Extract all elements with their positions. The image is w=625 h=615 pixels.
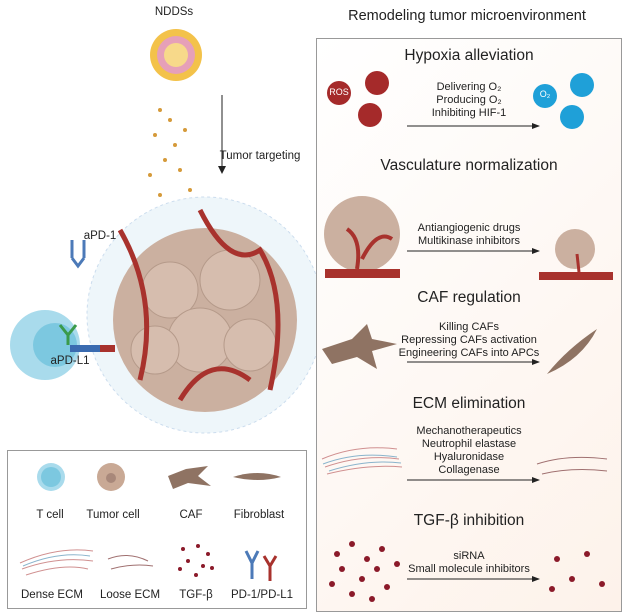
apdl1-label: aPD-L1 bbox=[50, 355, 90, 367]
tgf-methods: siRNA Small molecule inhibitors bbox=[408, 550, 530, 576]
method: Engineering CAFs into APCs bbox=[398, 347, 540, 359]
method: Killing CAFs bbox=[439, 321, 499, 333]
fibroblast-icon bbox=[547, 329, 597, 374]
caf-methods: Killing CAFs Repressing CAFs activation En… bbox=[399, 321, 540, 360]
method: Delivering O₂ bbox=[436, 81, 502, 93]
method: Producing O₂ bbox=[436, 94, 502, 106]
tgf-beta-dots-before bbox=[329, 541, 400, 602]
tgf-beta-dots-after bbox=[549, 551, 605, 592]
legend-t-cell: T cell bbox=[36, 509, 64, 521]
legend-tumor-cell: Tumor cell bbox=[86, 509, 140, 521]
nddss-label: NDDSs bbox=[154, 6, 194, 18]
legend-tgf-beta: TGF-β bbox=[179, 589, 213, 601]
drug-release-dots bbox=[148, 108, 192, 197]
apd1-antibody-icon bbox=[70, 240, 86, 269]
method: Inhibiting HIF-1 bbox=[431, 107, 507, 119]
pd1-pdl1-icon bbox=[244, 550, 278, 581]
ros-label: ROS bbox=[329, 87, 349, 97]
remodeling-panel: ROS O₂ Hypoxia alleviation Delivering O₂… bbox=[316, 38, 622, 612]
legend-dense-ecm: Dense ECM bbox=[21, 589, 83, 601]
tgf-beta-icon bbox=[178, 544, 214, 577]
hypoxia-methods: Delivering O₂ Producing O₂ Inhibiting HIF-… bbox=[432, 81, 507, 120]
fibroblast-icon bbox=[233, 473, 281, 480]
ecm-methods: Mechanotherapeutics Neutrophil elastase Hy… bbox=[416, 425, 521, 477]
method: siRNA bbox=[453, 550, 485, 562]
section-title-vasculature: Vasculature normalization bbox=[380, 157, 558, 174]
legend: T cell Tumor cell CAF Fibroblast Dense E… bbox=[7, 450, 307, 609]
figure-title: Remodeling tumor microenvironment bbox=[348, 8, 586, 24]
tumor-targeting-arrow bbox=[218, 95, 226, 174]
caf-icon bbox=[322, 324, 397, 369]
dense-ecm-icon bbox=[19, 549, 94, 576]
pdl1-ligand bbox=[100, 345, 115, 352]
nddss-nanoparticle-icon bbox=[150, 29, 202, 81]
tumor-mass-icon bbox=[86, 196, 316, 434]
vasculature-methods: Antiangiogenic drugs Multikinase inhibito… bbox=[418, 222, 521, 248]
method: Small molecule inhibitors bbox=[408, 563, 530, 575]
method: Hyaluronidase bbox=[433, 451, 505, 463]
method: Repressing CAFs activation bbox=[401, 334, 537, 346]
legend-caf: CAF bbox=[179, 509, 203, 521]
legend-pd1-pdl1: PD-1/PD-L1 bbox=[231, 589, 293, 601]
ros-spheres-icon bbox=[327, 71, 389, 127]
normalized-vessel-tumor-icon bbox=[539, 229, 613, 280]
method: Mechanotherapeutics bbox=[416, 425, 522, 437]
loose-ecm-icon bbox=[107, 555, 154, 570]
section-title-ecm: ECM elimination bbox=[412, 395, 526, 412]
legend-fibroblast: Fibroblast bbox=[233, 509, 285, 521]
section-title-hypoxia: Hypoxia alleviation bbox=[404, 47, 534, 64]
section-title-caf: CAF regulation bbox=[417, 289, 521, 306]
method: Collagenase bbox=[438, 464, 500, 476]
apd1-label: aPD-1 bbox=[83, 230, 117, 242]
method: Neutrophil elastase bbox=[421, 438, 517, 450]
tumor-targeting-label: Tumor targeting bbox=[219, 150, 301, 162]
section-title-tgf: TGF-β inhibition bbox=[413, 512, 525, 529]
method: Multikinase inhibitors bbox=[417, 235, 521, 247]
o2-spheres-icon bbox=[533, 73, 594, 129]
tumor-cell-icon bbox=[97, 463, 125, 491]
dense-ecm-icon bbox=[321, 447, 403, 475]
o2-label: O₂ bbox=[539, 89, 551, 99]
legend-loose-ecm: Loose ECM bbox=[99, 589, 161, 601]
pd1-receptor bbox=[70, 345, 100, 352]
loose-ecm-icon bbox=[536, 456, 608, 475]
method: Antiangiogenic drugs bbox=[417, 222, 521, 234]
tumor-illustration bbox=[10, 29, 316, 434]
caf-icon bbox=[168, 466, 211, 489]
disordered-vessel-tumor-icon bbox=[324, 196, 400, 278]
t-cell-icon bbox=[37, 463, 65, 491]
apdl1-antibody-icon bbox=[58, 324, 78, 345]
